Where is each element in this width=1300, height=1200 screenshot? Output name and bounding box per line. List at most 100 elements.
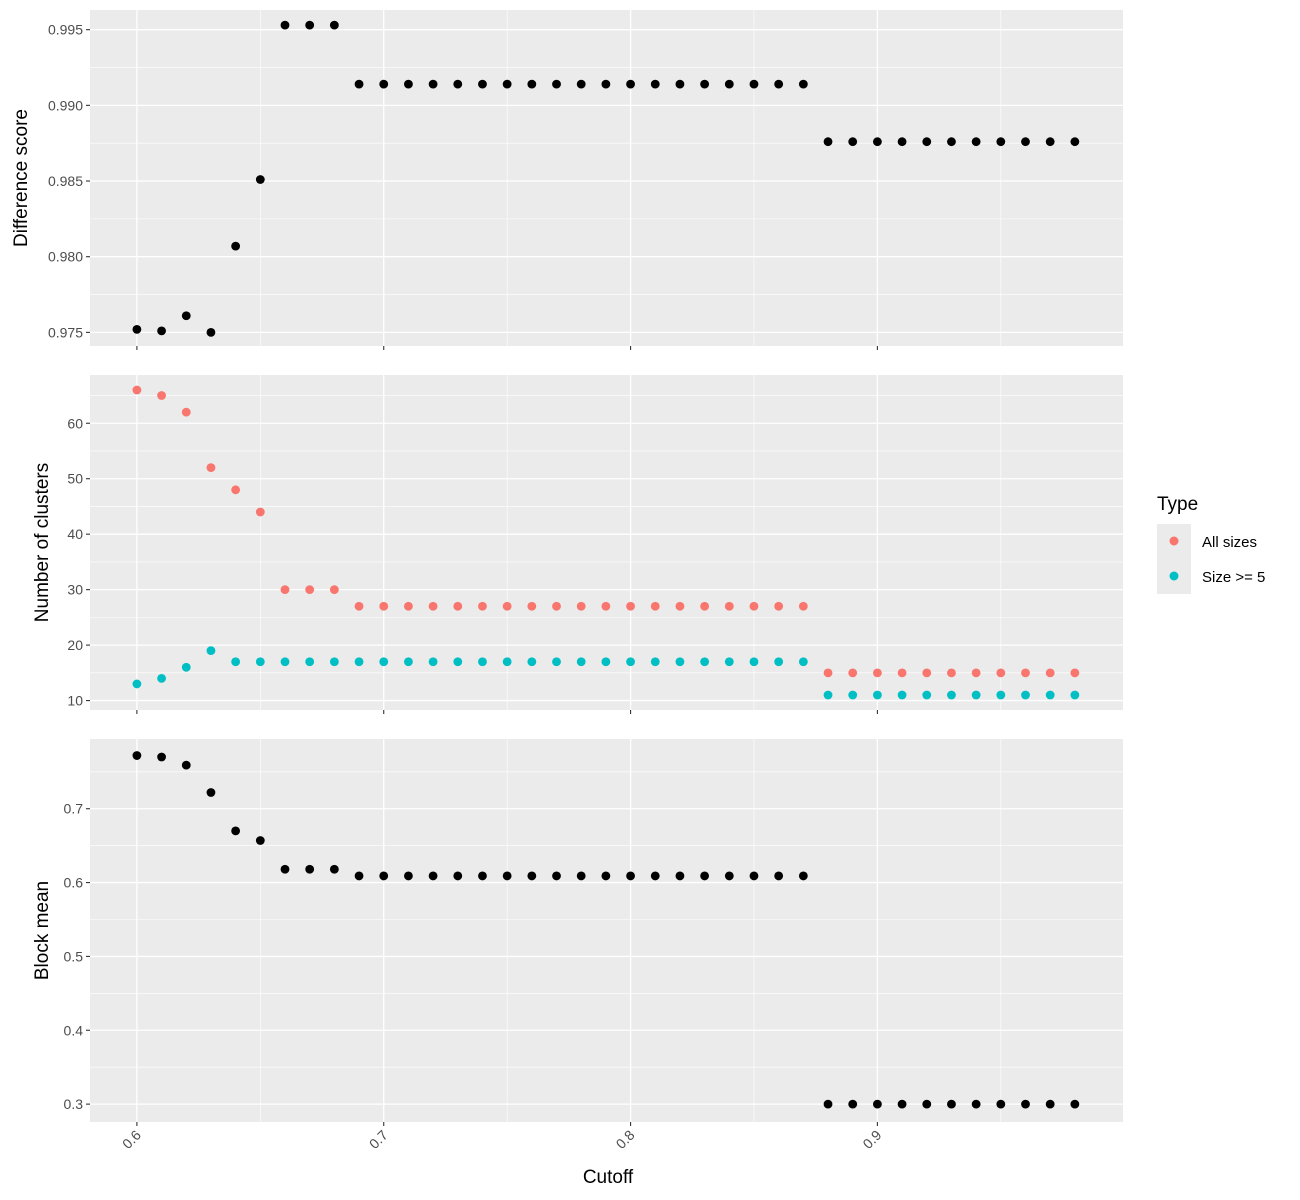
data-point xyxy=(132,679,142,689)
data-point xyxy=(354,79,364,89)
data-point xyxy=(897,137,907,147)
data-point xyxy=(206,646,216,656)
data-point xyxy=(724,657,734,667)
data-point xyxy=(897,1099,907,1109)
data-point xyxy=(798,871,808,881)
y-tick-label: 0.985 xyxy=(48,173,83,189)
data-point xyxy=(329,864,339,874)
data-point xyxy=(774,79,784,89)
data-point xyxy=(996,690,1006,700)
x-axis-title: Cutoff xyxy=(583,1167,634,1188)
data-point xyxy=(650,79,660,89)
y-tick-label: 0.975 xyxy=(48,324,83,340)
data-point xyxy=(552,657,561,667)
data-point xyxy=(379,601,389,611)
data-point xyxy=(305,657,315,667)
data-point xyxy=(527,657,537,667)
data-point xyxy=(255,836,265,845)
y-tick-label: 0.3 xyxy=(64,1096,84,1112)
legend-title: Type xyxy=(1157,494,1198,515)
data-point xyxy=(971,690,981,700)
data-point xyxy=(404,871,413,881)
data-point xyxy=(971,137,981,147)
data-point xyxy=(724,79,734,89)
data-point xyxy=(700,657,710,667)
data-point xyxy=(428,657,438,667)
data-point xyxy=(996,1099,1006,1109)
panel-background xyxy=(90,739,1123,1122)
data-point xyxy=(478,79,487,89)
data-point xyxy=(626,871,635,881)
data-point xyxy=(823,1099,833,1109)
data-point xyxy=(453,657,463,667)
data-point xyxy=(626,79,635,89)
y-tick-label: 20 xyxy=(67,637,83,653)
legend-key-background xyxy=(1157,524,1191,594)
panel-number-of-clusters: 10 20 30 40 50 60 Number of clusters xyxy=(32,375,1123,714)
data-point xyxy=(478,871,487,881)
data-point xyxy=(255,657,265,667)
data-point xyxy=(576,601,586,611)
data-point xyxy=(576,657,586,667)
data-point xyxy=(1045,1099,1055,1109)
data-point xyxy=(971,668,981,678)
data-point xyxy=(601,871,611,881)
data-point xyxy=(922,137,932,147)
data-point xyxy=(181,760,191,770)
data-point xyxy=(601,601,611,611)
data-point xyxy=(1021,1099,1030,1109)
data-point xyxy=(231,826,241,836)
data-point xyxy=(552,871,561,881)
data-point xyxy=(873,1099,882,1109)
data-point xyxy=(280,864,290,874)
data-point xyxy=(848,1099,858,1109)
data-point xyxy=(626,657,635,667)
data-point xyxy=(404,79,413,89)
data-point xyxy=(478,601,487,611)
data-point xyxy=(428,871,438,881)
data-point xyxy=(280,585,290,595)
y-axis-title-block-mean: Block mean xyxy=(32,881,53,980)
data-point xyxy=(873,690,882,700)
data-point xyxy=(996,668,1006,678)
data-point xyxy=(798,657,808,667)
x-tick-label: 0.6 xyxy=(119,1127,144,1152)
y-tick-label: 60 xyxy=(67,415,83,431)
data-point xyxy=(132,385,142,395)
y-axis-title-number-of-clusters: Number of clusters xyxy=(32,463,53,622)
data-point xyxy=(749,871,759,881)
data-point xyxy=(947,1099,956,1109)
data-point xyxy=(922,1099,932,1109)
data-point xyxy=(157,752,166,762)
data-point xyxy=(823,690,833,700)
y-tick-label: 40 xyxy=(67,526,83,542)
legend-label-size-5: Size >= 5 xyxy=(1202,569,1265,586)
data-point xyxy=(626,601,635,611)
data-point xyxy=(601,79,611,89)
data-point xyxy=(502,657,512,667)
data-point xyxy=(428,601,438,611)
data-point xyxy=(453,871,463,881)
y-tick-label: 50 xyxy=(67,471,83,487)
data-point xyxy=(774,601,784,611)
data-point xyxy=(700,871,710,881)
data-point xyxy=(157,326,166,336)
y-tick-label: 0.7 xyxy=(64,801,84,817)
y-tick-label: 0.980 xyxy=(48,249,83,265)
data-point xyxy=(181,407,191,417)
data-point xyxy=(1070,668,1080,678)
y-tick-label: 10 xyxy=(67,693,83,709)
data-point xyxy=(552,79,561,89)
data-point xyxy=(675,871,685,881)
data-point xyxy=(1045,668,1055,678)
data-point xyxy=(971,1099,981,1109)
data-point xyxy=(947,137,956,147)
data-point xyxy=(675,657,685,667)
data-point xyxy=(848,668,858,678)
data-point xyxy=(231,485,241,495)
data-point xyxy=(996,137,1006,147)
data-point xyxy=(280,20,290,30)
data-point xyxy=(1021,668,1030,678)
data-point xyxy=(1070,690,1080,700)
